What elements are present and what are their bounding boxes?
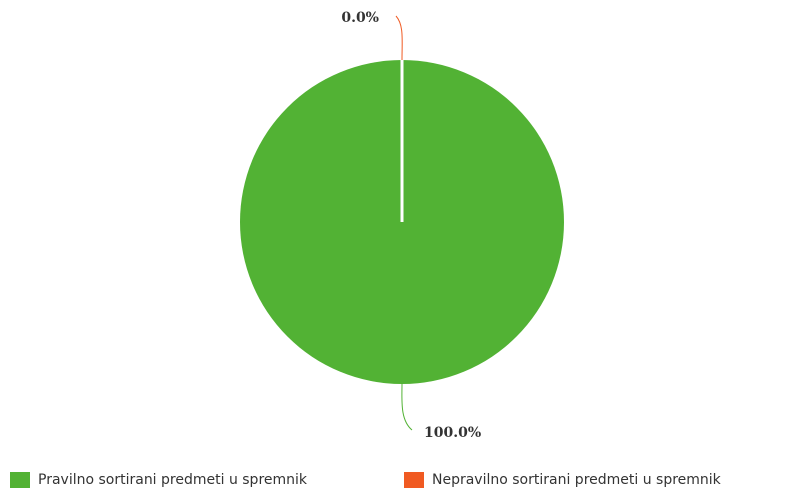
data-label-connector-pravilno <box>401 383 413 431</box>
pie-chart: 100.0% 0.0% <box>240 10 564 441</box>
legend-label-nepravilno: Nepravilno sortirani predmeti u spremnik <box>432 472 721 488</box>
pie-slices <box>240 60 564 384</box>
legend-item-pravilno[interactable]: Pravilno sortirani predmeti u spremnik <box>10 472 307 488</box>
legend-label-pravilno: Pravilno sortirani predmeti u spremnik <box>38 472 308 488</box>
legend-swatch-pravilno <box>10 472 30 488</box>
chart-legend: Pravilno sortirani predmeti u spremnik N… <box>0 472 795 496</box>
data-label-pravilno: 100.0% <box>424 425 481 441</box>
data-label-connector-nepravilno <box>395 15 403 61</box>
data-label-nepravilno: 0.0% <box>341 10 379 26</box>
pie-data-labels: 100.0% 0.0% <box>341 10 481 441</box>
legend-swatch-nepravilno <box>404 472 424 488</box>
legend-item-nepravilno[interactable]: Nepravilno sortirani predmeti u spremnik <box>404 472 721 488</box>
